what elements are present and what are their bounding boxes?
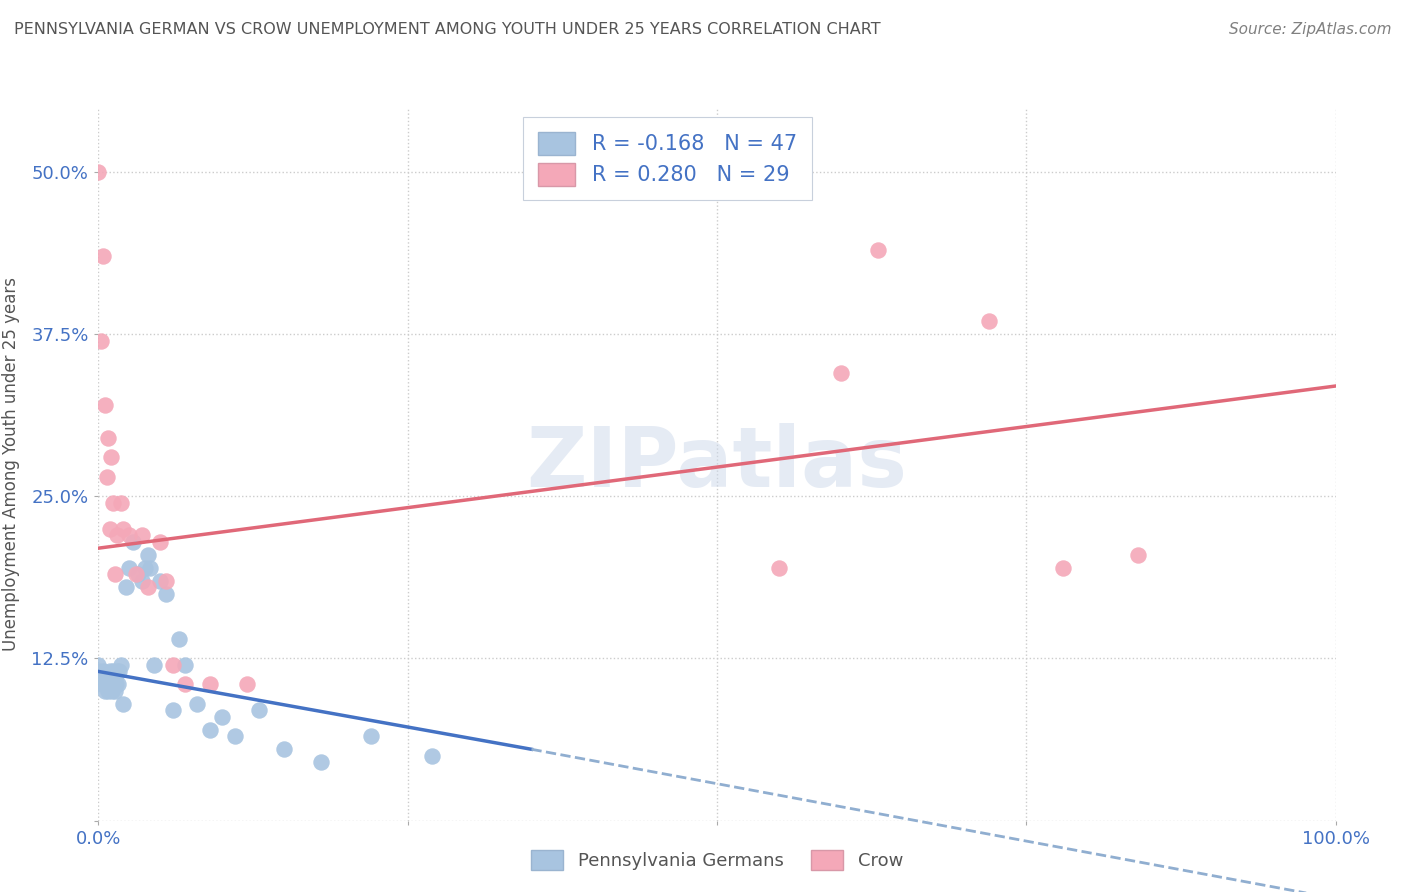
- Point: [104, 677, 127, 691]
- Point: [149, 534, 172, 549]
- Point: [112, 697, 135, 711]
- Point: [96, 677, 118, 691]
- Point: [103, 684, 125, 698]
- Point: [96, 470, 118, 484]
- Point: [100, 677, 122, 691]
- Point: [198, 677, 221, 691]
- Point: [98, 522, 121, 536]
- Point: [87, 165, 110, 179]
- Point: [100, 450, 122, 465]
- Point: [93, 399, 115, 413]
- Point: [122, 534, 145, 549]
- Point: [979, 314, 1001, 328]
- Point: [768, 560, 790, 574]
- Point: [198, 723, 221, 737]
- Point: [97, 684, 120, 698]
- Point: [136, 548, 159, 562]
- Point: [105, 528, 128, 542]
- Point: [93, 673, 115, 688]
- Point: [101, 684, 124, 698]
- Point: [830, 366, 852, 380]
- Point: [90, 334, 112, 348]
- Text: Source: ZipAtlas.com: Source: ZipAtlas.com: [1229, 22, 1392, 37]
- Point: [224, 729, 246, 743]
- Point: [114, 580, 136, 594]
- Point: [87, 665, 110, 679]
- Point: [93, 668, 115, 682]
- Point: [422, 748, 444, 763]
- Point: [167, 632, 190, 646]
- Point: [247, 703, 270, 717]
- Text: ZIPatlas: ZIPatlas: [527, 424, 907, 504]
- Point: [139, 560, 162, 574]
- Point: [186, 697, 208, 711]
- Point: [866, 243, 889, 257]
- Point: [105, 665, 128, 679]
- Point: [107, 677, 129, 691]
- Point: [143, 657, 166, 672]
- Point: [118, 560, 141, 574]
- Point: [87, 657, 110, 672]
- Point: [155, 574, 177, 588]
- Point: [103, 567, 125, 582]
- Point: [211, 710, 233, 724]
- Point: [134, 560, 156, 574]
- Point: [1052, 560, 1074, 574]
- Legend: Pennsylvania Germans, Crow: Pennsylvania Germans, Crow: [519, 838, 915, 883]
- Point: [174, 657, 197, 672]
- Point: [162, 703, 184, 717]
- Y-axis label: Unemployment Among Youth under 25 years: Unemployment Among Youth under 25 years: [3, 277, 20, 651]
- Point: [94, 677, 117, 691]
- Point: [149, 574, 172, 588]
- Point: [103, 496, 125, 510]
- Point: [103, 671, 125, 685]
- Point: [112, 522, 135, 536]
- Point: [103, 665, 125, 679]
- Point: [236, 677, 259, 691]
- Point: [110, 657, 132, 672]
- Point: [136, 580, 159, 594]
- Point: [110, 496, 132, 510]
- Point: [97, 431, 120, 445]
- Point: [90, 671, 112, 685]
- Point: [155, 586, 177, 600]
- Point: [131, 528, 153, 542]
- Point: [162, 657, 184, 672]
- Point: [91, 677, 114, 691]
- Point: [1126, 548, 1149, 562]
- Point: [96, 671, 118, 685]
- Point: [93, 249, 115, 263]
- Point: [98, 665, 121, 679]
- Point: [309, 756, 332, 770]
- Point: [124, 567, 146, 582]
- Point: [93, 665, 115, 679]
- Point: [93, 684, 115, 698]
- Point: [273, 742, 295, 756]
- Point: [127, 567, 149, 582]
- Text: PENNSYLVANIA GERMAN VS CROW UNEMPLOYMENT AMONG YOUTH UNDER 25 YEARS CORRELATION : PENNSYLVANIA GERMAN VS CROW UNEMPLOYMENT…: [14, 22, 880, 37]
- Point: [131, 574, 153, 588]
- Point: [360, 729, 382, 743]
- Point: [118, 528, 141, 542]
- Point: [108, 665, 131, 679]
- Point: [174, 677, 197, 691]
